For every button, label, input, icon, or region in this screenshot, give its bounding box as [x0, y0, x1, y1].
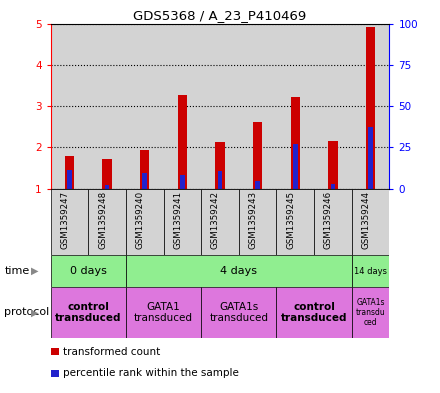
Bar: [276, 189, 314, 255]
Text: GSM1359246: GSM1359246: [324, 191, 333, 249]
Bar: [293, 144, 297, 189]
Bar: [178, 95, 187, 189]
Bar: [331, 184, 335, 189]
Text: time: time: [4, 266, 29, 276]
Bar: [126, 255, 352, 287]
Bar: [143, 173, 147, 189]
Bar: [51, 24, 88, 189]
Bar: [215, 142, 225, 189]
Text: transformed count: transformed count: [63, 347, 160, 357]
Text: GSM1359240: GSM1359240: [136, 191, 145, 249]
Bar: [103, 159, 112, 189]
Bar: [201, 189, 239, 255]
Title: GDS5368 / A_23_P410469: GDS5368 / A_23_P410469: [133, 9, 307, 22]
Text: ▶: ▶: [31, 307, 39, 318]
Bar: [239, 24, 276, 189]
Text: GSM1359248: GSM1359248: [98, 191, 107, 249]
Bar: [180, 175, 185, 189]
Text: control
transduced: control transduced: [281, 302, 347, 323]
Text: GSM1359242: GSM1359242: [211, 191, 220, 249]
Bar: [276, 287, 352, 338]
Bar: [218, 171, 222, 189]
Bar: [314, 189, 352, 255]
Text: GSM1359245: GSM1359245: [286, 191, 295, 249]
Bar: [366, 27, 375, 189]
Bar: [88, 24, 126, 189]
Text: GATA1
transduced: GATA1 transduced: [134, 302, 193, 323]
Text: 0 days: 0 days: [70, 266, 106, 276]
Bar: [105, 185, 109, 189]
Bar: [51, 189, 88, 255]
Text: GSM1359243: GSM1359243: [249, 191, 258, 249]
Bar: [352, 189, 389, 255]
Bar: [201, 287, 276, 338]
Bar: [253, 122, 262, 189]
Bar: [239, 189, 276, 255]
Bar: [126, 24, 164, 189]
Bar: [328, 141, 337, 189]
Bar: [164, 24, 201, 189]
Bar: [352, 255, 389, 287]
Bar: [290, 97, 300, 189]
Bar: [164, 189, 201, 255]
Bar: [88, 189, 126, 255]
Bar: [140, 150, 150, 189]
Bar: [314, 24, 352, 189]
Bar: [255, 181, 260, 189]
Text: 14 days: 14 days: [354, 267, 387, 275]
Bar: [67, 171, 72, 189]
Text: GSM1359247: GSM1359247: [60, 191, 70, 249]
Text: GSM1359244: GSM1359244: [362, 191, 370, 249]
Bar: [65, 156, 74, 189]
Bar: [352, 24, 389, 189]
Text: control
transduced: control transduced: [55, 302, 121, 323]
Bar: [352, 287, 389, 338]
Bar: [276, 24, 314, 189]
Text: GATA1s
transdu
ced: GATA1s transdu ced: [356, 298, 385, 327]
Bar: [51, 255, 126, 287]
Bar: [51, 287, 126, 338]
Text: percentile rank within the sample: percentile rank within the sample: [63, 368, 239, 378]
Text: ▶: ▶: [31, 266, 39, 276]
Bar: [126, 287, 201, 338]
Bar: [201, 24, 239, 189]
Text: protocol: protocol: [4, 307, 50, 318]
Text: 4 days: 4 days: [220, 266, 257, 276]
Bar: [126, 189, 164, 255]
Text: GATA1s
transduced: GATA1s transduced: [209, 302, 268, 323]
Bar: [368, 127, 373, 189]
Text: GSM1359241: GSM1359241: [173, 191, 182, 249]
